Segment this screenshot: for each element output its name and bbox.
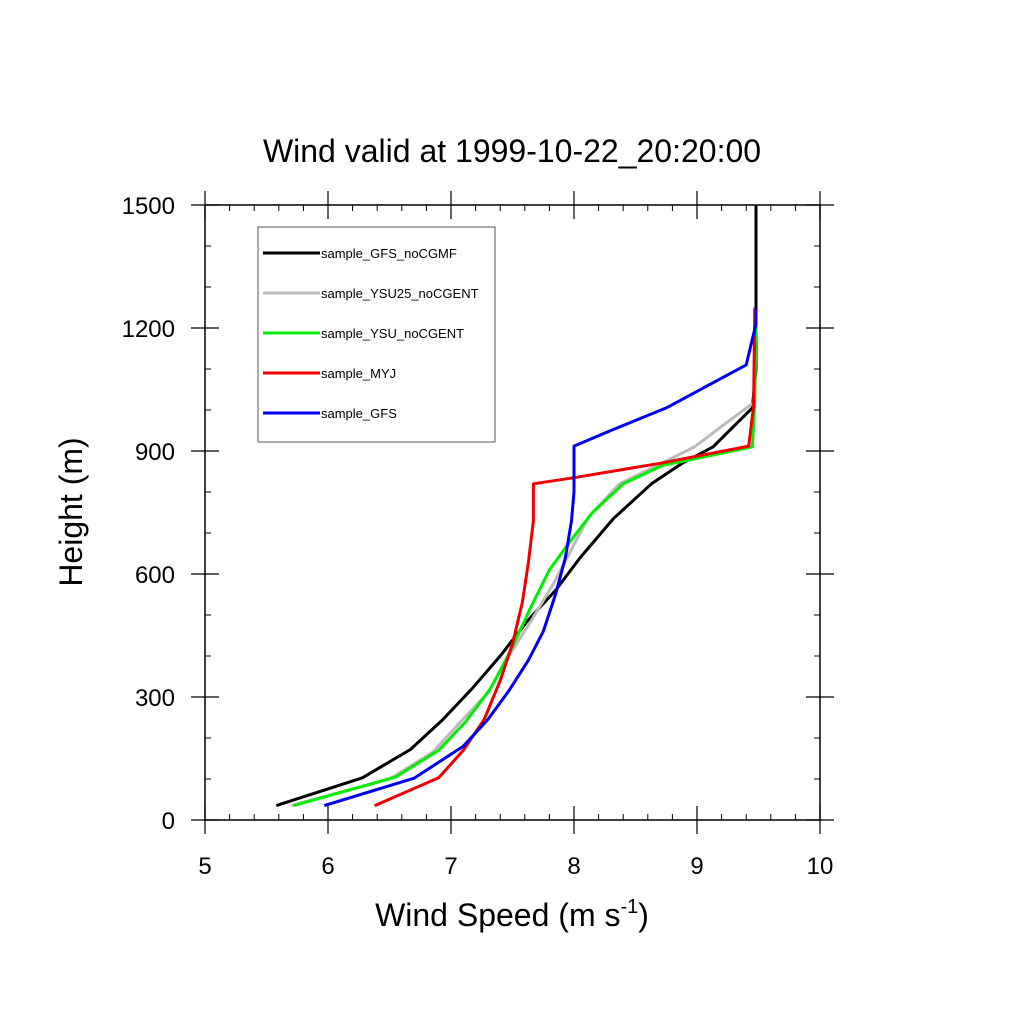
y-tick-label: 1500 — [122, 193, 175, 220]
legend-label-2: sample_YSU25_noCGENT — [321, 286, 479, 301]
plot-border — [204, 204, 821, 821]
chart-title: Wind valid at 1999-10-22_20:20:00 — [263, 133, 761, 169]
x-axis-label-suffix: ) — [638, 897, 649, 933]
y-axis-label: Height (m) — [53, 437, 89, 586]
y-tick-label: 0 — [162, 808, 175, 835]
legend-label-4: sample_MYJ — [321, 366, 396, 381]
x-tick-label: 6 — [321, 853, 334, 880]
x-axis-label-main: Wind Speed (m s — [375, 897, 620, 933]
x-tick-label: 7 — [444, 853, 457, 880]
legend-label-1: sample_GFS_noCGMF — [321, 246, 457, 261]
x-tick-label: 8 — [567, 853, 580, 880]
x-tick-label: 9 — [690, 853, 703, 880]
legend: sample_GFS_noCGMF sample_YSU25_noCGENTsam… — [257, 226, 496, 443]
y-tick-label: 600 — [135, 562, 175, 589]
series-line-5 — [323, 307, 758, 808]
major-ticks — [191, 191, 834, 834]
x-tick-label: 5 — [198, 853, 211, 880]
legend-label-3: sample_YSU_noCGENT — [321, 326, 464, 341]
tick-labels: 5 6 7 8 9 10 0 300 600 900 1200 1500 — [122, 193, 834, 880]
y-tick-label: 1200 — [122, 316, 175, 343]
plot-frame — [204, 204, 821, 821]
series-lines — [275, 205, 758, 808]
x-axis-label-superscript: -1 — [620, 896, 638, 918]
x-tick-label: 10 — [807, 853, 834, 880]
x-axis-label: Wind Speed (m s-1) — [375, 896, 649, 933]
legend-label-5: sample_GFS — [321, 406, 397, 421]
y-tick-label: 300 — [135, 685, 175, 712]
y-tick-label: 900 — [135, 439, 175, 466]
series-line-3 — [293, 307, 758, 808]
